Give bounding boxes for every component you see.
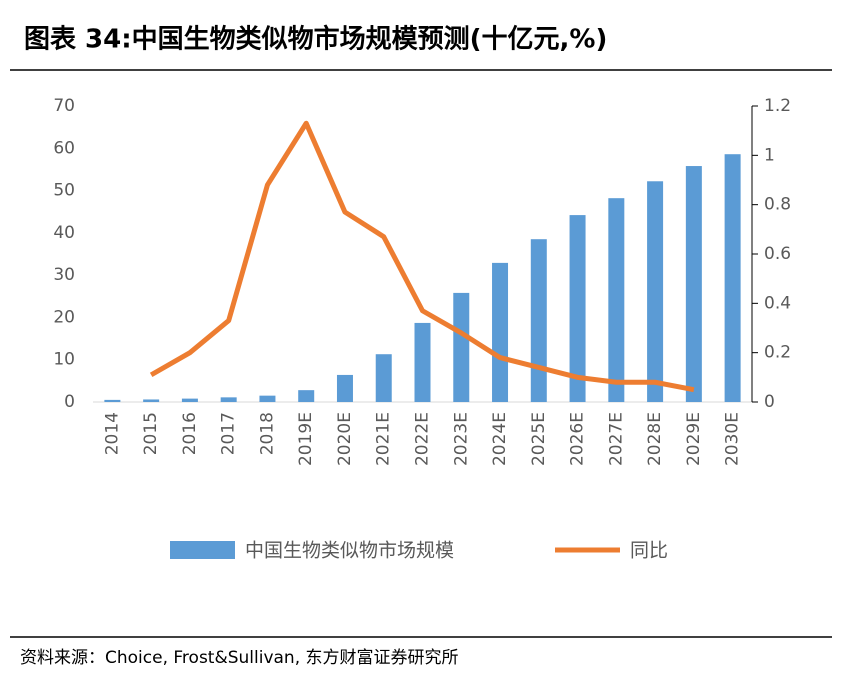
line [149, 120, 695, 393]
x-tick-label: 2021E [374, 412, 394, 466]
bar [608, 198, 625, 402]
y2-tick-label: 1 [764, 145, 775, 165]
y2-tick-label: 0.4 [764, 293, 791, 313]
bar [453, 292, 470, 402]
x-tick-label: 2017 [219, 412, 239, 455]
bar [569, 215, 586, 402]
chart-title: 图表 34:中国生物类似物市场规模预测(十亿元,%) [24, 24, 607, 55]
bar [375, 354, 392, 402]
x-tick-label: 2028E [645, 412, 665, 466]
x-tick-label: 2018 [257, 412, 277, 455]
legend-label: 中国生物类似物市场规模 [245, 540, 454, 562]
y2-tick-label: 0.2 [764, 343, 791, 363]
y-tick-label: 70 [53, 96, 75, 116]
bar [724, 154, 741, 402]
x-tick-label: 2029E [684, 412, 704, 466]
x-tick-label: 2015 [141, 412, 161, 455]
y2-tick-label: 0.6 [764, 244, 791, 264]
x-tick-label: 2022E [413, 412, 433, 466]
bar [220, 397, 237, 402]
y-tick-label: 40 [53, 223, 75, 243]
y-tick-label: 20 [53, 307, 75, 327]
source: 资料来源：Choice, Frost&Sullivan, 东方财富证券研究所 [20, 648, 459, 668]
x-tick-label: 2026E [568, 412, 588, 466]
bar [492, 262, 509, 402]
y-tick-label: 0 [64, 392, 75, 412]
x-tick-label: 2020E [335, 412, 355, 466]
bar [259, 395, 276, 402]
x-tick-label: 2023E [451, 412, 471, 466]
legend-swatch [170, 541, 235, 559]
bar [298, 390, 315, 402]
x-tick-label: 2014 [102, 412, 122, 455]
bar [143, 399, 160, 402]
y-tick-label: 60 [53, 138, 75, 158]
x-tick-label: 2025E [529, 412, 549, 466]
legend-label: 同比 [630, 540, 668, 562]
bar [414, 322, 431, 402]
bar [104, 399, 121, 402]
x-tick-label: 2024E [490, 412, 510, 466]
bar [181, 398, 198, 402]
bar [336, 374, 353, 402]
bar [685, 166, 702, 402]
y2-tick-label: 0 [764, 392, 775, 412]
x-tick-label: 2016 [180, 412, 200, 455]
y2-tick-label: 1.2 [764, 96, 791, 116]
bar [647, 181, 664, 402]
y-tick-label: 50 [53, 181, 75, 201]
bar [530, 239, 547, 402]
x-tick-label: 2030E [723, 412, 743, 466]
x-tick-label: 2019E [296, 412, 316, 466]
y-tick-label: 10 [53, 350, 75, 370]
y2-tick-label: 0.8 [764, 195, 791, 215]
y-tick-label: 30 [53, 265, 75, 285]
x-tick-label: 2027E [606, 412, 626, 466]
